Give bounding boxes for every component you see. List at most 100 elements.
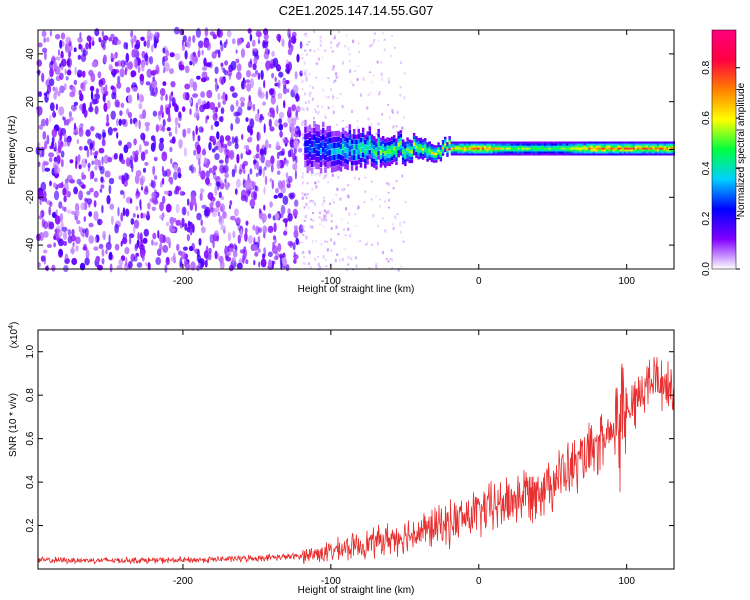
band-cell [581,145,585,148]
noise-speckle [165,203,172,213]
band-cell [652,153,656,156]
band-cell [333,142,336,149]
band-cell [388,162,391,166]
band-cell [641,151,644,154]
noise-speckle [255,30,262,38]
noise-speckle [262,41,269,49]
noise-speckle [208,141,212,151]
noise-speckle [233,111,240,117]
band-cell [399,148,403,152]
noise-speckle [275,187,279,194]
sparse-speckle [303,206,306,209]
noise-speckle [140,132,146,141]
band-cell [408,149,411,153]
band-cell [452,153,456,156]
band-cell [448,136,451,139]
noise-speckle [152,110,158,117]
noise-speckle [233,243,237,250]
band-cell [612,147,616,150]
noise-speckle [244,227,248,234]
sparse-speckle [317,263,320,267]
band-cell [364,149,367,154]
noise-speckle [268,118,272,128]
noise-speckle [273,194,278,199]
band-cell [399,152,403,156]
band-cell [339,132,343,138]
band-cell [632,149,636,152]
band-cell [625,141,629,144]
sparse-speckle [312,212,314,215]
noise-speckle [82,49,88,56]
band-cell [361,152,365,157]
colorbar-tick-label: 0.8 [701,60,712,74]
band-cell [490,141,494,144]
sparse-speckle [322,89,325,92]
noise-speckle [231,168,236,178]
noise-speckle [216,131,220,140]
band-cell [612,151,616,154]
noise-speckle [264,139,269,150]
noise-speckle [283,159,290,164]
sparse-speckle [387,260,390,263]
sparse-speckle [399,221,402,224]
band-cell [548,149,551,152]
sparse-speckle [330,41,333,44]
band-cell [386,141,389,146]
band-cell [639,149,642,152]
band-cell [479,147,482,150]
sparse-speckle [319,44,322,47]
band-cell [541,151,545,154]
band-cell [430,149,434,152]
sparse-speckle [401,174,404,178]
y-tick-label: 0.8 [25,388,36,402]
noise-speckle [178,139,183,149]
band-cell [634,145,638,148]
band-cell [366,150,369,155]
noise-speckle [128,236,132,245]
sparse-speckle [348,212,351,216]
noise-speckle [265,90,269,100]
band-cell [466,149,469,152]
sparse-speckle [348,53,351,56]
noise-speckle [60,32,66,40]
band-cell [597,145,600,148]
band-cell [304,154,307,161]
band-cell [657,151,660,154]
band-cell [335,142,338,149]
noise-speckle [43,37,47,43]
band-cell [377,146,380,151]
noise-speckle [291,117,297,126]
band-cell [324,130,327,136]
noise-speckle [72,242,75,247]
noise-speckle [257,235,261,245]
noise-speckle [71,104,74,110]
band-cell [393,135,396,139]
sparse-speckle [321,105,323,109]
noise-speckle [169,146,173,153]
band-cell [428,154,431,158]
band-cell [546,145,549,148]
noise-speckle [299,41,303,49]
sparse-speckle [317,57,320,61]
band-cell [661,143,664,146]
band-cell [426,145,429,148]
band-cell [659,151,662,154]
noise-speckle [40,255,46,262]
noise-speckle [53,164,58,175]
band-cell [610,141,613,144]
band-cell [588,147,591,150]
noise-speckle [94,150,99,156]
noise-speckle [220,203,225,213]
band-cell [508,147,511,150]
noise-speckle [277,192,284,199]
noise-speckle [206,115,210,120]
sparse-speckle [301,133,304,137]
sparse-speckle [332,67,335,71]
noise-speckle [113,53,117,60]
colorbar-label: Normalized spectral amplitude [736,82,747,217]
noise-speckle [140,36,145,41]
noise-speckle [297,147,303,153]
sparse-speckle [301,45,304,47]
noise-speckle [134,150,139,157]
band-cell [470,145,474,148]
